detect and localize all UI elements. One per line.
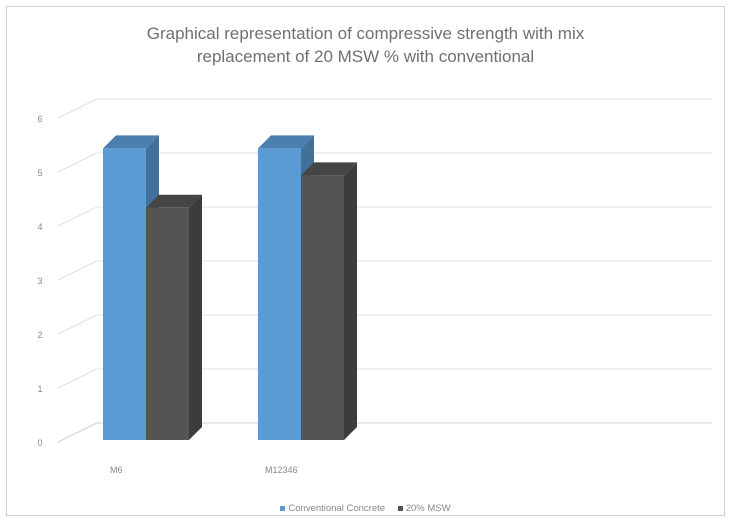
bar-top-1-1 [301,162,357,176]
bar-side-0-1 [189,194,202,440]
chart-title: Graphical representation of compressive … [0,22,731,68]
y-tick-label-1: 1 [37,384,42,394]
legend-item-msw: 20% MSW [397,503,451,514]
y-tick-label-4: 4 [37,222,42,232]
bar-0-0 [103,148,146,440]
legend-swatch-conventional [280,506,286,511]
y-tick-label-2: 2 [37,330,42,340]
bar-1-1 [301,175,344,440]
gridline-wall-6 [57,98,98,119]
gridline-wall-0 [57,422,98,443]
x-tick-label-0: M6 [110,465,123,475]
legend-item-conventional: Conventional Concrete [280,503,385,514]
gridline-wall-1 [57,368,98,389]
bar-side-1-1 [344,162,357,440]
y-tick-label-3: 3 [37,276,42,286]
gridline-wall-3 [57,260,98,281]
bar-top-0-1 [146,194,202,208]
gridline-wall-2 [57,314,98,335]
bar-top-1-0 [258,135,314,149]
chart-title-line-2: replacement of 20 MSW % with conventiona… [196,47,535,66]
x-tick-label-1: M12346 [265,465,298,475]
bar-0-1 [146,207,189,440]
legend-swatch-msw [397,506,403,511]
y-tick-label-6: 6 [37,114,42,124]
legend-label-msw: 20% MSW [405,503,451,514]
gridline-wall-5 [57,152,98,173]
legend-label-conventional: Conventional Concrete [288,503,386,514]
bar-1-0 [258,148,301,440]
chart-legend: Conventional Concrete 20% MSW [0,503,731,514]
chart-title-line-1: Graphical representation of compressive … [146,24,585,43]
y-tick-label-5: 5 [37,168,42,178]
y-tick-label-0: 0 [37,438,42,448]
gridline-wall-4 [57,206,98,227]
bar-top-0-0 [103,135,159,149]
